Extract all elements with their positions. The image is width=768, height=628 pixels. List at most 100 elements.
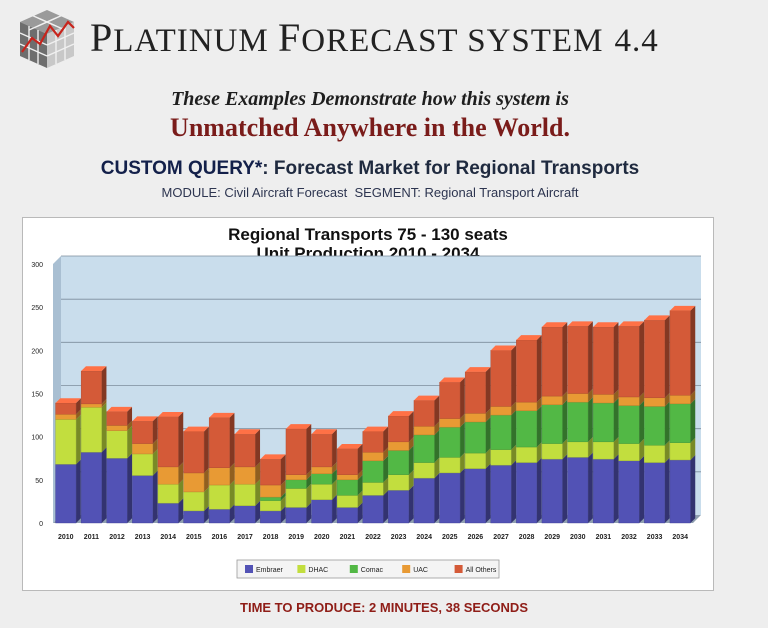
bar-side-dhac bbox=[255, 479, 261, 506]
bar-comac bbox=[311, 473, 333, 485]
bar-uac bbox=[362, 452, 384, 462]
bar-side-comac bbox=[639, 400, 645, 444]
bar-side-comac bbox=[306, 475, 312, 489]
legend-swatch-all-others bbox=[454, 565, 463, 573]
brand-word-1: LATINUM bbox=[113, 23, 278, 59]
bar-side-all-others bbox=[332, 429, 337, 467]
bar-all-others bbox=[106, 411, 128, 426]
bar-dhac bbox=[362, 482, 384, 496]
bar-side-all-others bbox=[460, 377, 465, 419]
bar-uac bbox=[541, 395, 563, 405]
bar-side-all-others bbox=[588, 321, 593, 394]
bar-side-dhac bbox=[408, 469, 414, 491]
bar-side-dhac bbox=[536, 442, 542, 463]
bar-all-others bbox=[157, 416, 179, 468]
bar-side-dhac bbox=[127, 425, 133, 459]
legend-label-uac: UAC bbox=[413, 567, 428, 574]
bar-comac bbox=[260, 496, 282, 501]
bar-embraer bbox=[464, 468, 486, 524]
bar-embraer bbox=[55, 464, 77, 524]
bar-side-comac bbox=[383, 456, 389, 483]
bar-side-dhac bbox=[152, 449, 158, 476]
bar-all-others bbox=[567, 325, 589, 394]
bar-uac bbox=[388, 441, 410, 451]
bar-side-comac bbox=[690, 399, 696, 443]
x-tick-label: 2029 bbox=[544, 534, 560, 541]
bar-comac bbox=[464, 421, 486, 454]
bar-uac bbox=[464, 413, 486, 423]
bar-side-uac bbox=[229, 462, 235, 486]
bar-side-all-others bbox=[383, 426, 389, 453]
bar-side-embraer bbox=[178, 498, 184, 523]
bar-embraer bbox=[208, 508, 230, 524]
legend-swatch-embraer bbox=[245, 565, 253, 573]
chart-svg: Regional Transports 75 - 130 seats Unit … bbox=[31, 225, 701, 579]
bar-side-dhac bbox=[562, 438, 568, 460]
bar-side-comac bbox=[613, 398, 619, 442]
bar-uac bbox=[55, 414, 77, 420]
bar-top bbox=[413, 395, 440, 401]
bar-comac bbox=[592, 402, 614, 443]
bar-comac bbox=[567, 401, 589, 443]
bar-dhac bbox=[413, 462, 435, 479]
bar-side-all-others bbox=[152, 416, 158, 444]
bar-dhac bbox=[208, 484, 230, 510]
bar-side-comac bbox=[664, 401, 670, 446]
x-tick-label: 2031 bbox=[596, 534, 612, 541]
bar-side-all-others bbox=[306, 424, 312, 475]
bar-top bbox=[260, 454, 286, 460]
bar-side-comac bbox=[280, 492, 286, 501]
bar-embraer bbox=[362, 495, 384, 524]
bar-dhac bbox=[234, 483, 256, 506]
bar-dhac bbox=[132, 453, 154, 476]
x-tick-label: 2033 bbox=[647, 534, 663, 541]
bar-all-others bbox=[132, 420, 154, 444]
segment-label: SEGMENT: bbox=[354, 185, 421, 200]
bar-side-embraer bbox=[152, 470, 158, 523]
bar-dhac bbox=[388, 474, 410, 491]
bar-side-all-others bbox=[613, 322, 619, 395]
brand-initial-p: P bbox=[90, 15, 114, 60]
bar-top bbox=[183, 426, 209, 432]
bar-side-dhac bbox=[511, 444, 517, 466]
bar-side-comac bbox=[460, 422, 465, 458]
legend-label-comac: Comac bbox=[361, 567, 384, 574]
bar-top bbox=[362, 426, 389, 432]
bar-dhac bbox=[464, 452, 486, 469]
bar-dhac bbox=[592, 441, 614, 460]
bar-side-uac bbox=[357, 469, 363, 480]
bar-side-embraer bbox=[639, 456, 645, 523]
bar-side-uac bbox=[332, 462, 337, 474]
bar-side-all-others bbox=[178, 412, 184, 467]
x-tick-label: 2030 bbox=[570, 534, 586, 541]
bar-side-all-others bbox=[690, 305, 696, 396]
bar-embraer bbox=[618, 460, 640, 524]
bar-side-all-others bbox=[485, 367, 491, 414]
bar-side-embraer bbox=[408, 485, 414, 523]
bar-top bbox=[490, 345, 517, 351]
bar-comac bbox=[516, 410, 538, 448]
bar-side-all-others bbox=[434, 395, 440, 427]
module-line: MODULE: Civil Aircraft Forecast SEGMENT:… bbox=[0, 185, 740, 200]
bar-all-others bbox=[55, 402, 77, 415]
bar-all-others bbox=[669, 310, 691, 396]
y-tick-label: 300 bbox=[31, 262, 43, 269]
bar-embraer bbox=[285, 507, 307, 524]
bar-side-embraer bbox=[204, 506, 209, 523]
bar-embraer bbox=[567, 457, 589, 524]
bar-side-uac bbox=[562, 391, 568, 405]
x-tick-label: 2027 bbox=[493, 534, 509, 541]
x-tick-label: 2034 bbox=[672, 534, 688, 541]
bar-uac bbox=[644, 397, 666, 407]
bar-side-embraer bbox=[306, 502, 312, 523]
bar-all-others bbox=[592, 326, 614, 395]
bar-uac bbox=[183, 472, 205, 493]
x-tick-label: 2015 bbox=[186, 534, 202, 541]
bar-side-dhac bbox=[588, 437, 593, 458]
module-value: Civil Aircraft Forecast bbox=[224, 185, 348, 200]
bar-embraer bbox=[490, 464, 512, 524]
bar-side-uac bbox=[588, 388, 593, 403]
y-tick-label: 0 bbox=[39, 521, 43, 528]
bar-embraer bbox=[311, 499, 333, 524]
bar-uac bbox=[592, 394, 614, 404]
